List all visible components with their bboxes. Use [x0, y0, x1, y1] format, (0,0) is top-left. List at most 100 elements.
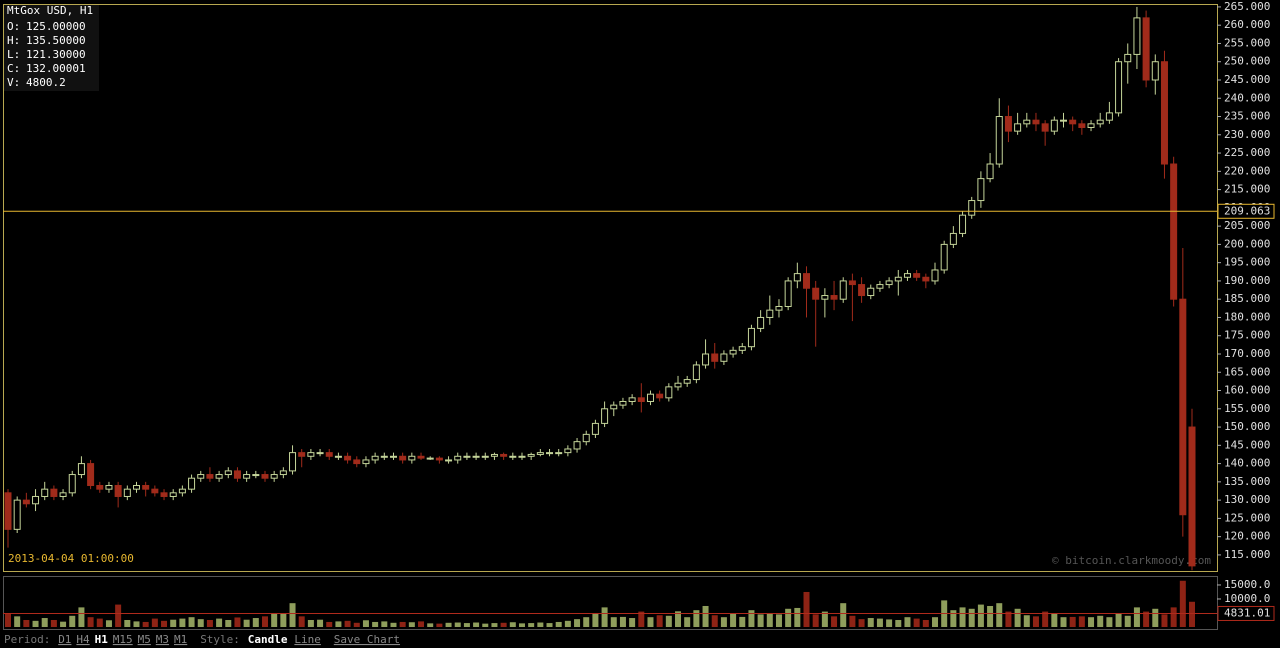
style-option[interactable]: Line	[294, 633, 321, 646]
save-chart[interactable]: Save Chart	[334, 633, 400, 646]
candle-body	[472, 455, 480, 458]
volume-bar	[647, 617, 654, 627]
candle-body	[243, 474, 251, 479]
candle-body	[22, 499, 30, 505]
y-tick-label: 190.000	[1224, 274, 1270, 287]
candle-body	[1078, 123, 1086, 128]
candle-body	[77, 463, 85, 476]
candle-body	[1087, 123, 1095, 128]
info-value: 4800.2	[26, 76, 66, 89]
volume-bar	[381, 621, 388, 627]
candle-body	[858, 284, 866, 297]
volume-bar	[445, 622, 452, 627]
y-tick-label: 130.000	[1224, 493, 1270, 506]
date-label: 2013-04-04 01:00:00	[8, 552, 134, 565]
volume-bar	[950, 610, 957, 627]
candle-body	[151, 488, 159, 494]
candle-body	[252, 474, 260, 477]
candle-body	[1133, 17, 1141, 55]
candle-body	[380, 455, 388, 458]
info-box	[4, 5, 99, 91]
volume-bar	[932, 617, 939, 627]
volume-bar	[1042, 611, 1049, 627]
period-option[interactable]: M1	[174, 633, 187, 646]
y-tick-label: 120.000	[1224, 530, 1270, 543]
volume-bar	[473, 622, 480, 627]
volume-bar	[766, 612, 773, 627]
candle-body	[564, 448, 572, 454]
y-tick-label: 155.000	[1224, 402, 1270, 415]
candle-body	[913, 273, 921, 278]
volume-bar	[14, 616, 21, 627]
volume-bar	[399, 621, 406, 627]
volume-bar	[1032, 616, 1039, 627]
volume-bar	[831, 616, 838, 627]
volume-bar	[188, 617, 195, 627]
volume-bar	[344, 620, 351, 627]
candle-body	[142, 485, 150, 490]
volume-bar	[161, 620, 168, 627]
price-tag	[1217, 203, 1275, 219]
volume-bar	[1189, 601, 1195, 627]
candle-body	[188, 477, 196, 490]
volume-bar	[537, 622, 544, 627]
period-option[interactable]: H1	[95, 633, 109, 646]
volume-bar	[665, 615, 672, 627]
period-option[interactable]: M3	[156, 633, 169, 646]
candle-body	[1142, 17, 1150, 81]
volume-bar	[1170, 607, 1177, 627]
volume-bar	[1152, 608, 1159, 627]
period-label: Period:	[4, 633, 50, 646]
volume-bar	[307, 619, 314, 627]
volume-bar	[5, 613, 11, 627]
y-tick-label: 200.000	[1224, 237, 1270, 250]
volume-bar	[821, 611, 828, 627]
candle-body	[233, 470, 241, 479]
volume-bar	[1005, 611, 1012, 627]
volume-bar	[1179, 580, 1186, 627]
volume-bar	[179, 618, 186, 627]
volume-bar	[482, 623, 489, 627]
candle-body	[481, 455, 489, 458]
candle-body	[692, 364, 700, 381]
volume-bar	[1143, 611, 1150, 627]
volume-bar	[1051, 613, 1058, 627]
candle-body	[720, 353, 728, 362]
info-label: V:	[7, 76, 20, 89]
volume-bar	[895, 619, 902, 627]
y-tick-label: 215.000	[1224, 183, 1270, 196]
candle-body	[41, 488, 49, 497]
volume-bar	[124, 619, 131, 627]
style-option[interactable]: Candle	[248, 633, 288, 646]
watermark: © bitcoin.clarkmoody.com	[1052, 554, 1211, 567]
candle-body	[1041, 123, 1049, 132]
volume-bar	[1106, 617, 1113, 627]
info-value: 125.00000	[26, 20, 86, 33]
volume-bar	[693, 610, 700, 627]
candle-body	[178, 488, 186, 494]
volume-bar	[197, 619, 204, 627]
candle-body	[793, 273, 801, 282]
period-option[interactable]: M5	[138, 633, 151, 646]
volume-bar	[555, 621, 562, 627]
y-tick-label: 185.000	[1224, 292, 1270, 305]
volume-bar	[1060, 617, 1067, 627]
info-value: 121.30000	[26, 48, 86, 61]
volume-bar	[564, 620, 571, 627]
period-option[interactable]: H4	[76, 633, 90, 646]
volume-bar	[858, 619, 865, 627]
volume-bar	[436, 623, 443, 627]
candle-body	[591, 422, 599, 435]
y-tick-label: 245.000	[1224, 73, 1270, 86]
candle-body	[922, 276, 930, 282]
volume-bar	[216, 618, 223, 627]
y-tick-label: 255.000	[1224, 36, 1270, 49]
volume-bar	[913, 618, 920, 627]
period-option[interactable]: M15	[113, 633, 133, 646]
candle-body	[114, 485, 122, 497]
period-option[interactable]: D1	[58, 633, 71, 646]
volume-bar	[87, 617, 94, 627]
volume-bar	[252, 618, 259, 627]
volume-bar	[977, 604, 984, 627]
